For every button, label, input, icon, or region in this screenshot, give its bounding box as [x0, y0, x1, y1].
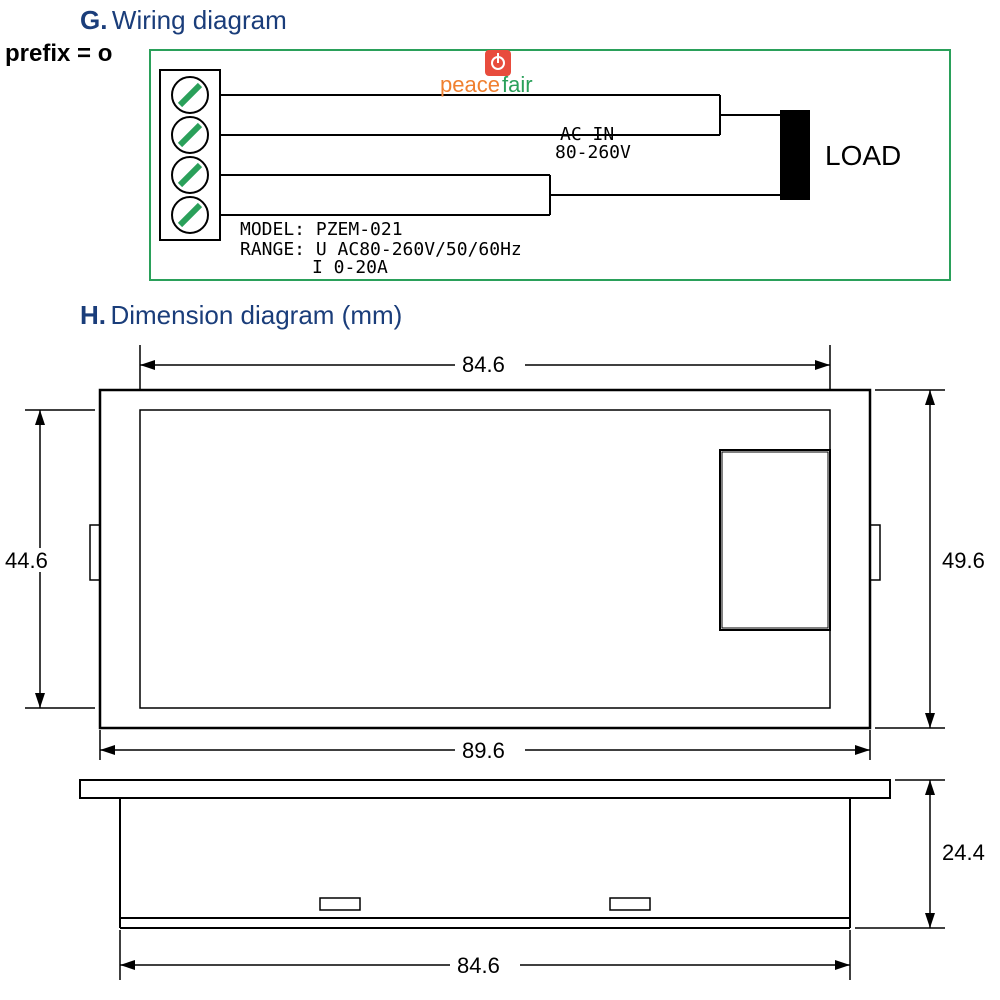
dimension-side-view: 24.4 84.6	[0, 770, 1000, 1000]
section-g-title: Wiring diagram	[112, 5, 287, 35]
section-h-title: Dimension diagram (mm)	[110, 300, 402, 330]
brand-prefix: peace	[440, 72, 500, 97]
brand-suffix: fair	[502, 72, 533, 97]
model-label: MODEL: PZEM-021	[240, 219, 403, 240]
dim-left-height: 44.6	[5, 548, 48, 573]
dimension-front-view: 84.6 44.6 49.6 89.6	[0, 330, 1000, 760]
dim-top-width: 84.6	[462, 352, 505, 377]
ac-in-line2: 80-260V	[555, 142, 631, 163]
dim-right-height: 49.6	[942, 548, 985, 573]
range-current: I 0-20A	[312, 257, 388, 278]
wiring-diagram: LOAD AC-IN 80-260V peace fair MODEL: PZE…	[0, 40, 1000, 300]
load-label: LOAD	[825, 140, 901, 171]
dim-bottom-width: 89.6	[462, 738, 505, 760]
section-h-letter: H.	[80, 300, 106, 330]
dim-side-height: 24.4	[942, 840, 985, 865]
dim-side-bottom-width: 84.6	[457, 953, 500, 978]
section-g-letter: G.	[80, 5, 107, 35]
load-block	[780, 110, 810, 200]
terminal-block	[160, 70, 220, 240]
